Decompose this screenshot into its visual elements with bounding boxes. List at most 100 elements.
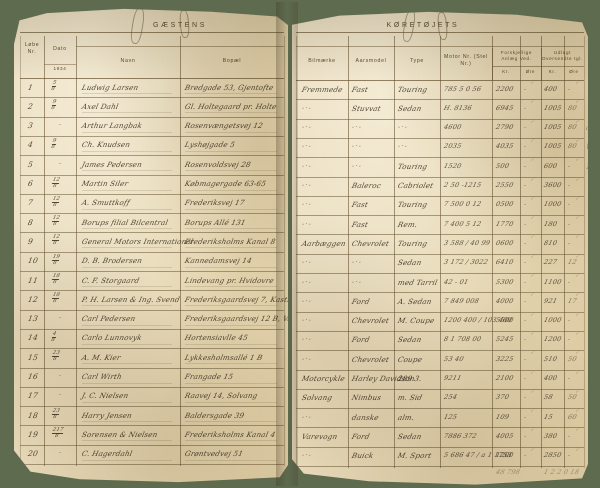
row-aarsmodel[interactable]: -·- [351,123,363,132]
row-amount-kr-1[interactable]: 4005 [495,431,515,440]
row-amount-kr-2[interactable]: 1000 [543,316,563,325]
row-name[interactable]: Carl Pedersen [80,314,137,324]
row-name[interactable]: Martin Siler [80,179,130,188]
row-aarsmodel[interactable]: -·- [351,258,363,267]
row-amount-ore-1[interactable]: - [523,374,528,382]
row-amount-ore-2[interactable]: - [567,161,572,170]
row-amount-ore-1[interactable]: - [523,103,528,112]
row-amount-ore-1[interactable]: - [523,142,528,151]
row-bilmaerke[interactable]: -·- [301,181,313,189]
row-type[interactable]: M. Coupe [396,316,436,326]
row-type[interactable]: Sedan [396,335,423,345]
row-amount-ore-1[interactable]: - [523,123,528,132]
row-address[interactable]: Frederiksgaardsvej 12 B, Valby [183,314,305,324]
row-amount-ore-1[interactable]: - [523,277,528,286]
row-address[interactable]: Rosenvængetsvej 12 [183,121,264,131]
row-bilmaerke[interactable]: -·- [301,161,313,170]
row-anmaerkning[interactable]: V1 [584,142,598,152]
row-amount-kr-1[interactable]: 4000 [495,296,515,305]
row-amount-ore-2[interactable]: - [567,335,572,344]
row-address[interactable]: Rosenvoldsvej 28 [183,159,252,169]
row-address[interactable]: Grøntvedvej 51 [183,449,245,459]
row-amount-ore-1[interactable]: - [523,200,528,209]
row-amount-ore-1[interactable]: - [523,412,528,421]
row-address[interactable]: Borups Allé 131 [183,217,247,227]
row-bilmaerke[interactable]: -·- [301,335,313,344]
row-aarsmodel[interactable]: Ford [350,431,371,441]
row-bilmaerke[interactable]: -·- [301,123,313,132]
row-amount-ore-2[interactable]: - [567,316,572,325]
row-amount-ore-1[interactable]: - [523,238,528,247]
row-aarsmodel[interactable]: Chevrolet [350,238,391,248]
row-address[interactable]: Kannedamsvej 14 [183,256,253,266]
row-name[interactable]: Harry Jensen [80,410,133,420]
row-bilmaerke[interactable]: Solvang [300,393,334,403]
row-amount-ore-1[interactable]: - [523,354,528,363]
row-bilmaerke[interactable]: Varevogn [300,431,339,441]
row-type[interactable]: Sedan [396,431,423,441]
row-amount-kr-1[interactable]: 109 [495,412,510,421]
row-address[interactable]: Frangade 15 [183,372,235,381]
row-aarsmodel[interactable]: Ford [350,335,371,345]
row-name[interactable]: D. B. Brodersen [80,256,144,266]
row-aarsmodel[interactable]: Baleroc [350,181,383,190]
row-aarsmodel[interactable]: Stuvvat [350,103,382,113]
row-type[interactable]: Cabriolet [396,181,435,190]
row-type[interactable]: med Tarril [396,277,439,287]
row-name[interactable]: P. H. Larsen & Ing. Svend [80,294,181,304]
row-address[interactable]: Frederiksgaardsvej 7, Kastrup [183,294,302,304]
row-type[interactable]: m. Sid [396,393,424,403]
row-amount-kr-2[interactable]: 1005 [543,103,563,112]
row-amount-kr-2[interactable]: 180 [543,219,558,228]
row-index[interactable]: 10 [27,256,39,266]
row-amount-ore-2[interactable]: - [567,84,572,93]
row-type[interactable]: Touring [396,200,429,210]
footer-total-right[interactable]: 1 2 2 0 18 [543,468,580,476]
row-bilmaerke[interactable]: -·- [301,142,313,151]
row-amount-ore-1[interactable]: - [523,316,528,325]
row-index[interactable]: 3 [27,121,34,131]
row-index[interactable]: 14 [27,333,39,343]
row-index[interactable]: 8 [27,217,34,227]
footer-total-left[interactable]: 48 798 [495,468,521,476]
row-index[interactable]: 18 [27,410,39,420]
row-bilmaerke[interactable]: -·- [301,354,313,363]
row-aarsmodel[interactable]: Nimbus [350,393,383,403]
row-amount-ore-1[interactable]: - [523,296,528,305]
row-amount-kr-2[interactable]: 1000 [543,200,563,209]
row-amount-kr-1[interactable]: 6410 [495,258,515,267]
row-amount-kr-1[interactable]: 370 [495,393,510,402]
row-aarsmodel[interactable]: danske [350,412,380,422]
row-aarsmodel[interactable]: Buick [350,451,375,461]
row-motor-nr[interactable]: 1520 [443,161,463,170]
row-address[interactable]: Hortensiavlle 45 [183,333,249,343]
row-index[interactable]: 5 [27,159,34,169]
row-motor-nr[interactable]: 3 172 / 3022 [443,258,489,267]
row-amount-kr-2[interactable]: 3600 [543,181,563,189]
row-name[interactable]: Arthur Langbak [80,121,144,131]
row-index[interactable]: 17 [27,391,39,401]
row-address[interactable]: Frederiksholms Kanal 4 [183,429,277,439]
row-amount-kr-1[interactable]: 2790 [495,123,515,132]
row-index[interactable]: 15 [27,352,39,362]
row-amount-kr-1[interactable]: 0500 [495,200,515,209]
row-bilmaerke[interactable]: Motorcykle [300,374,346,383]
row-amount-kr-1[interactable]: 5500 [495,316,515,325]
row-amount-kr-2[interactable]: 400 [543,374,558,382]
row-motor-nr[interactable]: 8 1 708 00 [443,335,483,344]
row-aarsmodel[interactable]: Fast [350,200,370,210]
row-name[interactable]: Sorensen & Nielsen [80,429,159,439]
row-index[interactable]: 20 [27,449,39,459]
row-amount-kr-2[interactable]: 400 [543,84,558,93]
row-amount-kr-1[interactable]: 0600 [495,238,515,247]
row-amount-kr-2[interactable]: 810 [543,238,558,247]
row-index[interactable]: 2 [27,101,34,111]
row-bilmaerke[interactable]: -·- [301,412,313,421]
row-bilmaerke[interactable]: -·- [301,296,313,305]
row-amount-kr-1[interactable]: 5300 [495,277,515,286]
row-amount-kr-2[interactable]: 510 [543,354,558,363]
row-type[interactable]: Coupe [396,354,424,364]
row-amount-kr-2[interactable]: 58 [543,393,554,402]
row-amount-ore-1[interactable]: - [523,451,528,460]
row-amount-ore-1[interactable]: - [523,335,528,344]
